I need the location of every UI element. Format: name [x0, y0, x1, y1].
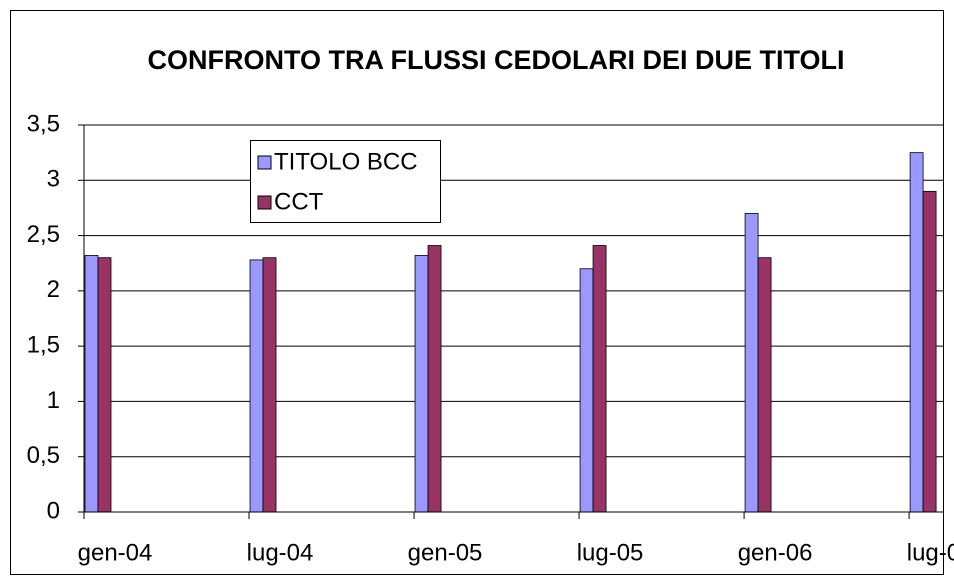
bar — [84, 255, 99, 513]
bar — [414, 255, 429, 513]
legend-swatch — [257, 155, 272, 170]
y-tick-label: 0 — [47, 497, 60, 524]
x-tick-label: lug-06 — [907, 539, 954, 566]
x-tick-label: gen-06 — [738, 539, 813, 566]
legend-label: CCT — [274, 188, 324, 215]
bar — [909, 152, 924, 513]
y-tick-label: 2,5 — [27, 221, 60, 248]
chart-title: CONFRONTO TRA FLUSSI CEDOLARI DEI DUE TI… — [147, 45, 845, 75]
y-tick-label: 3 — [47, 166, 60, 193]
chart-border — [10, 10, 944, 575]
bar — [592, 245, 607, 513]
x-tick-label: lug-04 — [247, 539, 314, 566]
bar — [249, 259, 264, 513]
legend-label: TITOLO BCC — [274, 148, 418, 175]
y-tick-label: 0,5 — [27, 442, 60, 469]
bar — [922, 190, 937, 513]
bar — [427, 245, 442, 513]
y-tick-label: 2 — [47, 276, 60, 303]
x-tick-label: lug-05 — [577, 539, 644, 566]
bar — [579, 268, 594, 513]
bar — [757, 257, 772, 513]
bar — [744, 213, 759, 513]
x-tick-label: gen-04 — [78, 539, 153, 566]
legend-box — [250, 140, 441, 223]
legend-swatch — [257, 195, 272, 210]
y-tick-label: 3,5 — [27, 110, 60, 137]
bar — [262, 257, 277, 513]
bar — [97, 257, 112, 513]
y-tick-label: 1 — [47, 387, 60, 414]
x-tick-label: gen-05 — [408, 539, 483, 566]
y-tick-label: 1,5 — [27, 331, 60, 358]
